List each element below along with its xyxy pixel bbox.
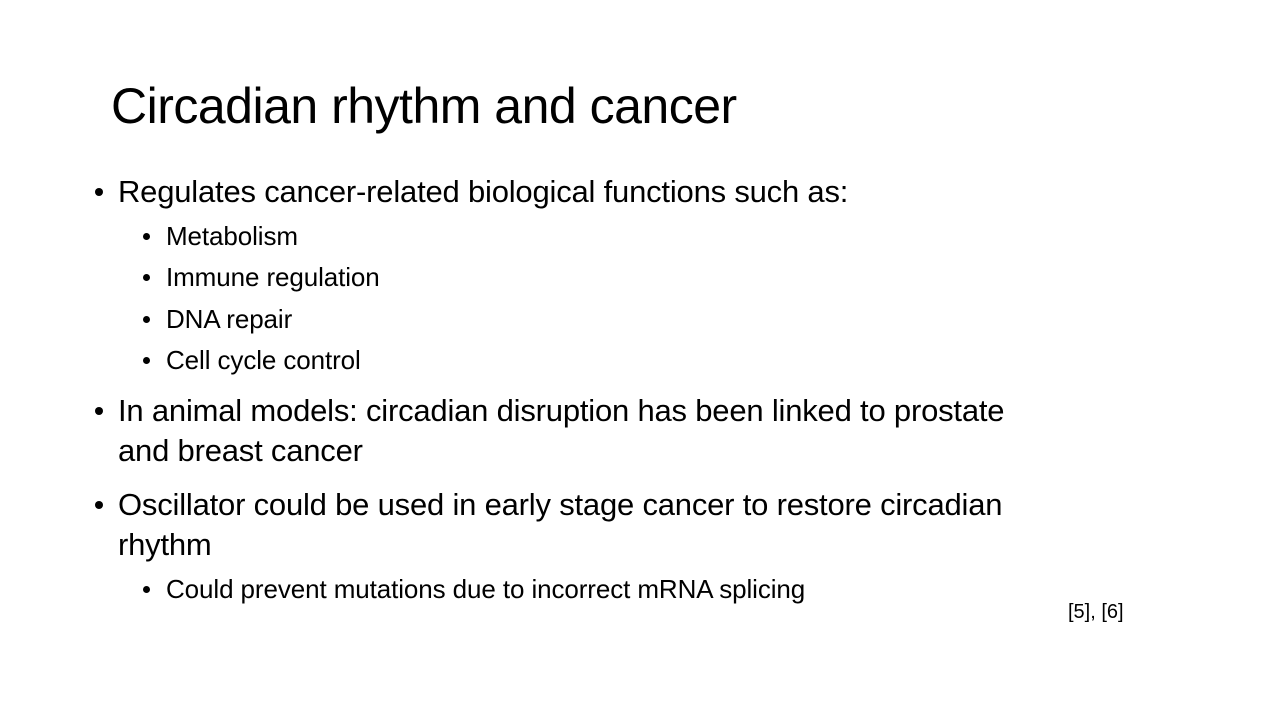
sub-bullet-item: DNA repair (143, 303, 293, 335)
sub-bullet-item: Could prevent mutations due to incorrect… (143, 573, 806, 605)
bullet-text: In animal models: circadian disruption h… (118, 393, 1005, 428)
sub-bullet-text: Immune regulation (166, 262, 380, 292)
bullet-item: In animal models: circadian disruption h… (95, 391, 1005, 431)
bullet-text: and breast cancer (118, 433, 363, 468)
slide-title: Circadian rhythm and cancer (111, 78, 737, 134)
bullet-item: Regulates cancer-related biological func… (95, 172, 849, 212)
citation-reference: [5], [6] (1068, 601, 1124, 623)
sub-bullet-text: Metabolism (166, 221, 298, 251)
bullet-text: Oscillator could be used in early stage … (118, 487, 1003, 522)
bullet-continuation: and breast cancer (118, 431, 363, 471)
sub-bullet-text: DNA repair (166, 304, 293, 334)
bullet-text: Regulates cancer-related biological func… (118, 174, 849, 209)
bullet-text: rhythm (118, 527, 212, 562)
sub-bullet-text: Cell cycle control (166, 345, 361, 375)
bullet-item: Oscillator could be used in early stage … (95, 485, 1003, 525)
sub-bullet-item: Cell cycle control (143, 344, 361, 376)
sub-bullet-item: Immune regulation (143, 261, 380, 293)
sub-bullet-item: Metabolism (143, 220, 298, 252)
sub-bullet-text: Could prevent mutations due to incorrect… (166, 574, 806, 604)
bullet-continuation: rhythm (118, 525, 212, 565)
